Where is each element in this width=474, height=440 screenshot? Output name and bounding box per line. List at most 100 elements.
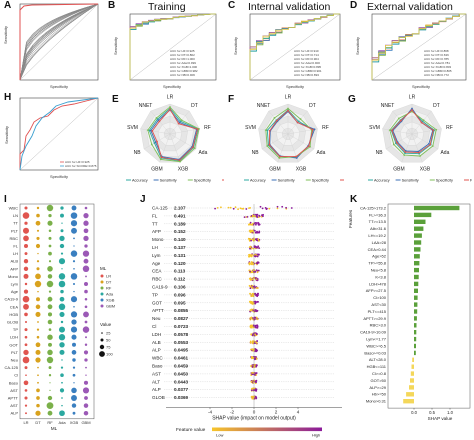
shap-bar — [414, 343, 416, 349]
radar-point — [307, 145, 310, 147]
shap-point — [252, 292, 254, 295]
radar-axis-label: GBM — [151, 166, 162, 172]
shap-feature-label: CEA — [152, 269, 162, 274]
shap-bar — [414, 288, 418, 293]
panel-i-size-dot — [100, 338, 104, 342]
shap-point — [251, 366, 254, 368]
shap-point — [255, 324, 258, 327]
roc-curve — [129, 13, 216, 80]
shap-bar-label: APTT>=29.9 — [363, 316, 386, 321]
shap-point — [251, 372, 253, 374]
shap-point — [276, 207, 279, 210]
radar-point — [266, 145, 269, 147]
shap-feature-label: TT — [152, 221, 158, 226]
shap-bar — [414, 336, 417, 342]
radar-legend-label: Accuracy — [250, 179, 266, 183]
panel-i-legend-label: Ada — [106, 292, 114, 297]
panel-h-roc-plot: AUC for LR=0.925 AUC for SCORE=0.875 Sen… — [4, 97, 99, 179]
radar-point — [278, 157, 281, 159]
panel-i-dot — [60, 366, 64, 369]
panel-i-dot — [24, 206, 28, 210]
panel-i-dot — [85, 366, 87, 369]
radar-point — [146, 129, 149, 131]
shap-value-label: 0.0723 — [174, 324, 188, 329]
panel-i-dot — [23, 289, 29, 294]
shap-point — [251, 389, 253, 392]
shap-point — [248, 254, 250, 256]
shap-point — [256, 309, 259, 312]
radar-point — [422, 119, 425, 122]
shap-bar — [403, 399, 414, 404]
shap-point — [252, 317, 254, 319]
shap-point — [255, 215, 258, 217]
panel-i-dot — [72, 366, 76, 369]
panel-i-dot — [22, 356, 30, 364]
shap-point — [254, 316, 257, 319]
shap-point — [254, 270, 257, 273]
shap-point — [250, 215, 253, 217]
panel-i-dot — [24, 221, 28, 225]
shap-bar — [410, 371, 414, 376]
panel-i-legend-dot — [100, 298, 104, 302]
panel-i-legend-label: RF — [106, 286, 112, 291]
shap-value-label: 0.095 — [174, 300, 186, 305]
radar-point — [169, 106, 171, 108]
radar-point — [295, 155, 298, 158]
shap-point — [254, 277, 257, 279]
roc-curve-gray — [19, 3, 99, 81]
panel-i-dot — [83, 228, 89, 234]
radar-legend-label: Sensitivity — [278, 179, 295, 183]
panel-i-dot — [46, 402, 54, 409]
radar-point — [295, 157, 298, 159]
shap-feature-label: ALT — [152, 379, 160, 384]
shap-point — [251, 387, 254, 390]
panel-i-dot — [25, 374, 27, 377]
panel-i-dot — [61, 359, 63, 361]
panel-i-dot — [37, 290, 39, 293]
shap-point — [254, 253, 256, 256]
roc-curve-gray — [19, 3, 99, 81]
panel-i-row-label: ALB — [10, 259, 18, 264]
radar-spoke — [392, 110, 413, 135]
svg-text:AUC for DT=0.862: AUC for DT=0.862 — [170, 53, 195, 57]
panel-i-dot — [84, 320, 88, 324]
shap-feature-label: TP — [152, 292, 158, 297]
shap-bar-label: ALT<28.0 — [369, 357, 387, 362]
shap-bar-label: RBC>3.0 — [370, 323, 387, 328]
radar-point — [160, 156, 163, 159]
panel-i-dot — [23, 266, 29, 271]
radar-point — [149, 129, 152, 132]
panel-i-row-label: LH — [13, 251, 18, 256]
shap-point — [261, 207, 264, 210]
shap-value-label: 0.0461 — [174, 356, 188, 361]
shap-value-label: 0.0443 — [174, 379, 188, 384]
panel-k-y-label: Features — [348, 209, 353, 228]
radar-axis-label: Ada — [440, 150, 449, 156]
roc-curve-gray — [19, 3, 99, 81]
panel-i-dot — [35, 304, 41, 310]
radar-spoke — [258, 128, 289, 135]
shap-bar — [414, 274, 419, 280]
panel-i-dot — [59, 388, 65, 393]
panel-i-row-label: CEA — [10, 304, 19, 309]
shap-point — [249, 245, 252, 248]
panel-i-dot — [72, 373, 76, 377]
panel-i-dot — [83, 380, 89, 385]
panel-i-dot — [48, 374, 52, 377]
panel-i-dot — [35, 220, 41, 226]
panel-i-legend-title: ML — [100, 266, 107, 271]
shap-point — [256, 239, 258, 241]
shap-point — [249, 317, 252, 319]
shap-feature-label: LH — [152, 245, 158, 250]
panel-j-shap-beeswarm: CA-125 2.107 FL 0.491 TT 0.189 AFP 0.152 Mono 0.1… — [152, 204, 342, 438]
panel-i-dot — [36, 328, 40, 331]
radar-legend-label: Specificity — [436, 179, 453, 183]
panel-h-legend-1: AUC for LR=0.925 — [65, 160, 90, 164]
panel-i-dot — [24, 252, 28, 256]
panel-h-label: H — [4, 92, 12, 103]
shap-feature-label: ALB — [152, 340, 161, 345]
shap-bar-label: Lym<=1.77 — [366, 337, 387, 342]
panel-k: K CA-125>173.2 FL>=36.3 TT>=13.5 Alb>31.6 LH… — [348, 194, 474, 440]
shap-value-label: 0.140 — [174, 237, 186, 242]
panel-i-dot — [37, 374, 39, 377]
